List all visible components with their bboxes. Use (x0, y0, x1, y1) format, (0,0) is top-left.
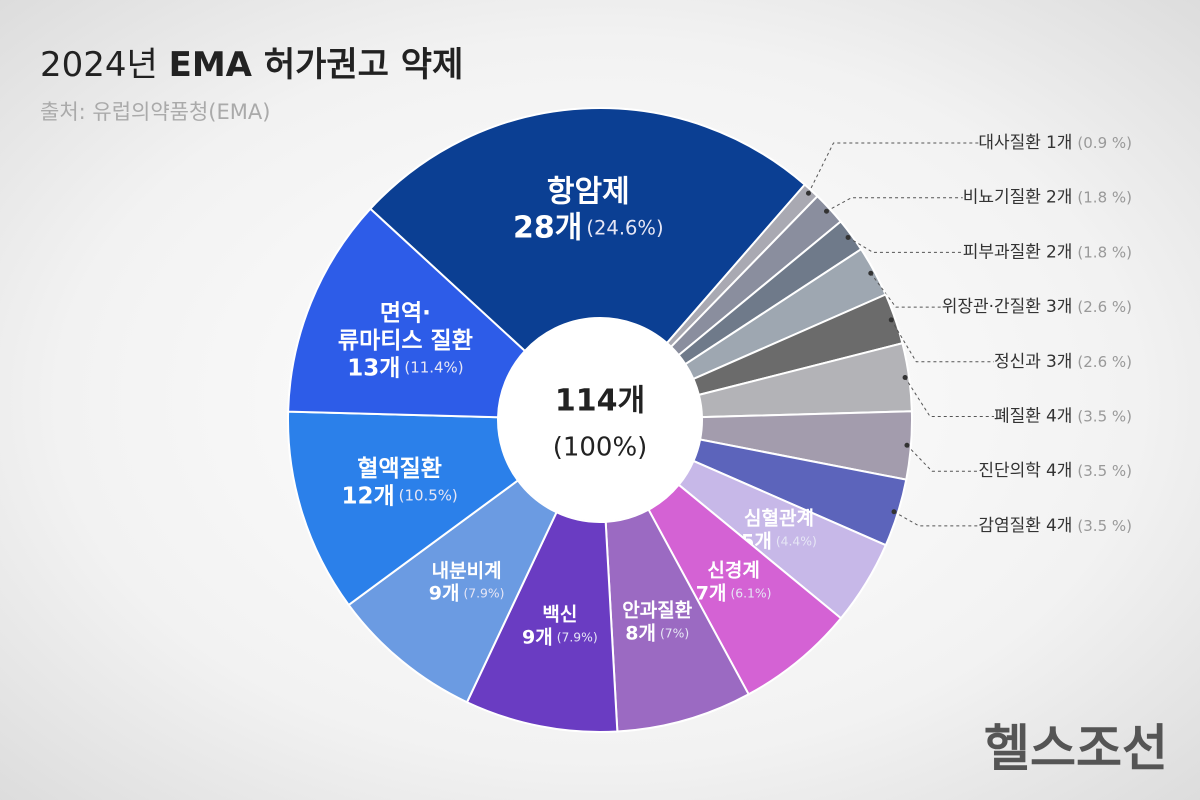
segment-name: 비뇨기질환 (963, 188, 1041, 208)
donut-segment (287, 207, 527, 419)
segment-name: 위장관·간질환 (942, 297, 1041, 317)
segment-name: 정신과 (994, 352, 1041, 372)
source: 출처: 유럽의약품청(EMA) (40, 100, 270, 124)
segment-name: 심혈관계 (744, 506, 814, 529)
segment-name: 안과질환 (622, 599, 692, 621)
outside-label: 폐질환 4개 (3.5 %) (994, 407, 1132, 427)
share-label: (3.5 %) (1077, 462, 1132, 480)
value-label: 7개 (696, 582, 727, 604)
value-label: 4개 (1046, 461, 1072, 481)
value-label: 8개 (625, 622, 656, 644)
value-label: 9개 (429, 582, 460, 604)
segment-value: 8개 (7%) (625, 622, 689, 644)
segment-value: 5개 (4.4%) (741, 530, 817, 552)
value-label: 2개 (1046, 242, 1072, 262)
share-label: (6.1%) (730, 586, 771, 600)
segment-name: 감염질환 (978, 516, 1041, 536)
value-label: 9개 (522, 626, 553, 648)
segment-value: 13개 (11.4%) (347, 355, 463, 381)
segment-name: 폐질환 (994, 407, 1041, 427)
leader-line (826, 197, 963, 212)
outside-label: 정신과 3개 (2.6 %) (994, 352, 1132, 372)
outside-label: 위장관·간질환 3개 (2.6 %) (942, 297, 1132, 317)
leader-line (906, 444, 979, 472)
segment-name: 내분비계 (432, 559, 502, 581)
value-label: 1개 (1046, 133, 1072, 153)
leader-dot (823, 208, 829, 214)
share-label: (1.8 %) (1077, 243, 1132, 261)
outside-label: 비뇨기질환 2개 (1.8 %) (963, 188, 1132, 208)
outside-label: 피부과질환 2개 (1.8 %) (963, 242, 1132, 262)
share-label: (3.5 %) (1077, 407, 1132, 425)
segment-name: 신경계 (707, 559, 759, 581)
share-label: (7%) (660, 626, 689, 640)
leader-dot (904, 442, 910, 448)
leader-line (870, 272, 942, 308)
center-sub: (100%) (553, 433, 648, 463)
leader-line (893, 511, 979, 527)
share-label: (7.9%) (557, 630, 598, 644)
leader-line (890, 319, 995, 363)
leader-line (808, 142, 979, 194)
share-label: (2.6 %) (1077, 352, 1132, 370)
segment-name: 진단의학 (978, 461, 1041, 481)
watermark: 헬스조선 (984, 720, 1168, 778)
value-label: 12개 (341, 483, 394, 509)
value-label: 2개 (1046, 188, 1072, 208)
share-label: (2.6 %) (1077, 298, 1132, 316)
segment-value: 28개 (24.6%) (513, 210, 664, 245)
center-label: 114개 (555, 384, 645, 419)
leader-dot (805, 190, 811, 196)
segment-name: 항암제 (547, 174, 630, 209)
outside-label: 진단의학 4개 (3.5 %) (978, 461, 1132, 481)
donut-segment (368, 107, 807, 353)
segment-value: 9개 (7.9%) (522, 626, 598, 648)
value-label: 13개 (347, 355, 400, 381)
outside-label: 감염질환 4개 (3.5 %) (978, 516, 1132, 536)
value-label: 3개 (1046, 297, 1072, 317)
segment-name: 면역· 류마티스 질환 (338, 300, 473, 354)
share-label: (10.5%) (399, 487, 458, 505)
title-year: 2024년 (40, 45, 158, 85)
share-label: (0.9 %) (1077, 134, 1132, 152)
share-label: (4.4%) (776, 534, 817, 548)
segment-value: 9개 (7.9%) (429, 582, 505, 604)
outside-label: 대사질환 1개 (0.9 %) (978, 133, 1132, 153)
leader-dot (845, 234, 851, 240)
share-label: (7.9%) (463, 586, 504, 600)
segment-name: 대사질환 (978, 133, 1041, 153)
leader-dot (868, 270, 874, 276)
segment-value: 12개 (10.5%) (341, 483, 457, 509)
leader-dot (891, 509, 897, 515)
value-label: 28개 (513, 210, 582, 245)
segment-value: 7개 (6.1%) (696, 582, 772, 604)
chart-title: 2024년 EMA 허가권고 약제 (40, 45, 463, 85)
segment-name: 피부과질환 (963, 242, 1041, 262)
donut-segment (287, 410, 520, 607)
share-label: (24.6%) (586, 216, 663, 239)
share-label: (1.8 %) (1077, 188, 1132, 206)
share-label: (11.4%) (404, 359, 463, 377)
donut-hole (499, 319, 701, 521)
segment-name: 백신 (542, 603, 577, 625)
value-label: 3개 (1046, 352, 1072, 372)
segment-name: 혈액질환 (357, 455, 442, 481)
value-label: 4개 (1046, 516, 1072, 536)
share-label: (3.5 %) (1077, 516, 1132, 534)
leader-dot (888, 317, 894, 323)
leader-dot (902, 375, 908, 381)
title-main: EMA 허가권고 약제 (169, 45, 464, 85)
value-label: 4개 (1046, 407, 1072, 427)
